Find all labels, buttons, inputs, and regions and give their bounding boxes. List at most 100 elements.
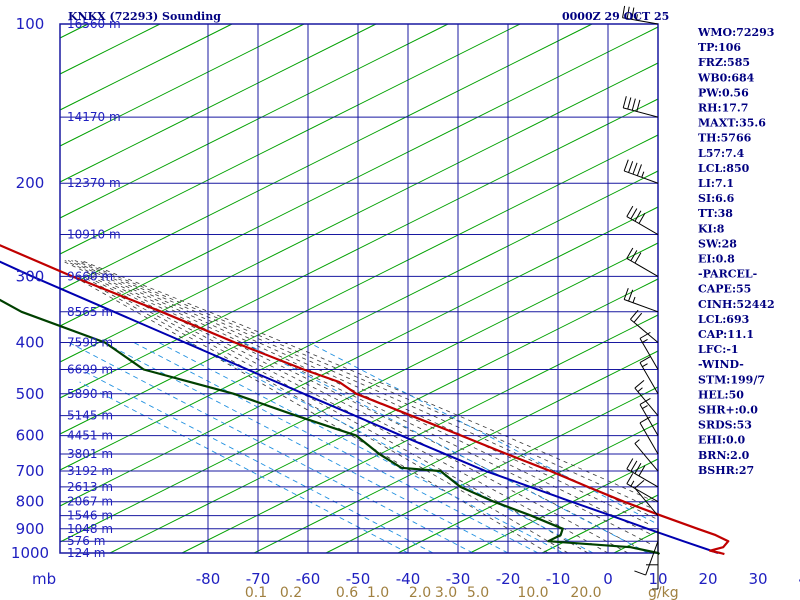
temperature-label: -80: [196, 570, 221, 588]
pressure-label: 900: [16, 520, 45, 538]
mixing-ratio-line: [308, 342, 655, 523]
dry-adiabat: [541, 494, 659, 554]
index-entry: SRDS:53: [698, 419, 752, 432]
wind-barb-flag: [622, 5, 626, 18]
index-entry: CAPE:55: [698, 283, 751, 296]
wind-barb-flag: [626, 458, 634, 470]
wind-barb-flag: [623, 159, 629, 172]
wind-barb: [652, 553, 659, 590]
wind-barb: [622, 5, 659, 25]
temperature-label: -70: [246, 570, 271, 588]
pressure-label: 200: [16, 174, 45, 192]
wind-barb-staff: [634, 443, 659, 472]
moist-adiabat: [86, 276, 609, 554]
wind-barb-flag: [632, 162, 638, 175]
wind-barb-flag: [639, 331, 651, 339]
temperature-label: 30: [748, 570, 767, 588]
height-label: 5890 m: [67, 387, 113, 401]
dry-adiabat: [59, 23, 377, 183]
wind-barb-half-flag: [642, 405, 648, 409]
index-entry: -PARCEL-: [698, 268, 757, 281]
wind-barb-staff: [624, 299, 659, 313]
wind-barb-flag: [631, 98, 636, 111]
height-label: 3192 m: [67, 464, 113, 478]
temperature-label: 40: [798, 570, 800, 588]
height-label: 2067 m: [67, 495, 113, 509]
wind-barb: [626, 247, 659, 277]
wind-barb-flag: [634, 462, 642, 474]
wind-barb-flag: [628, 161, 634, 173]
mixing-ratio-label: 2.0: [409, 585, 431, 600]
height-label: 1048 m: [67, 522, 113, 536]
wind-barb-half-flag: [637, 387, 643, 393]
dry-adiabat: [59, 23, 593, 291]
index-entry: LCL:850: [698, 162, 750, 175]
profiles: [0, 244, 730, 556]
temperature-label: -50: [346, 570, 371, 588]
wind-barb-staff: [639, 362, 659, 395]
index-entry: LI:7.1: [698, 177, 734, 190]
mixing-ratio-line: [79, 381, 409, 554]
index-entry: -WIND-: [698, 358, 744, 371]
index-entry: LCL:693: [698, 313, 749, 326]
wind-barbs: [622, 5, 659, 590]
chart-title: KNKX (72293) Sounding: [68, 10, 221, 23]
temperature-label: -40: [396, 570, 421, 588]
mixing-ratio-label: 0.6: [336, 585, 358, 600]
wind-barb: [626, 205, 659, 235]
moist-adiabat: [64, 260, 650, 544]
wind-barb-flag: [622, 96, 627, 108]
height-label: 3801 m: [67, 447, 113, 461]
index-entry: RH:17.7: [698, 102, 748, 115]
wind-barb-flag: [627, 97, 632, 110]
wind-barb-flag: [630, 208, 638, 220]
wind-barb: [634, 439, 659, 472]
index-entry: L57:7.4: [698, 147, 745, 160]
height-label: 10910 m: [67, 228, 121, 242]
mixing-ratio-unit: g/kg: [648, 585, 679, 600]
wind-barb: [622, 96, 659, 118]
wind-barb-flag: [638, 212, 646, 224]
mixing-ratio-label: 5.0: [467, 585, 489, 600]
wind-barb-half-flag: [642, 363, 648, 368]
wind-barb-staff: [626, 483, 659, 503]
mixing-ratio-line: [80, 369, 434, 554]
wind-barb-flag: [630, 250, 638, 261]
temperature-label: -10: [546, 570, 571, 588]
wind-barb-staff: [626, 257, 659, 277]
wind-barb-staff: [634, 387, 659, 416]
index-entry: LFC:-1: [698, 343, 739, 356]
moist-adiabat: [71, 260, 649, 524]
index-entry: MAXT:35.6: [698, 117, 766, 130]
index-entry: EHI:0.0: [698, 434, 745, 447]
wind-barb-staff: [630, 318, 659, 343]
dewpoint-trace: [0, 298, 661, 555]
wind-barb-staff: [624, 170, 659, 184]
height-label: 2613 m: [67, 480, 113, 494]
temperature-label: 10: [648, 570, 667, 588]
wind-barb-flag: [634, 379, 645, 389]
height-label: 16560 m: [67, 17, 121, 31]
dry-adiabat: [253, 350, 659, 554]
index-entry: SHR+:0.0: [698, 404, 758, 417]
temperature-label: -30: [446, 570, 471, 588]
temperature-label: 0: [603, 570, 613, 588]
indices-panel: WMO:72293 TP:106 FRZ:585 WB0:684 PW:0.56 RH:1…: [697, 26, 775, 477]
wind-barb: [623, 288, 659, 313]
wind-barb-flag: [636, 164, 642, 176]
wind-barb-flag: [634, 210, 642, 222]
dry-adiabat: [59, 23, 161, 75]
wind-barb: [639, 416, 659, 455]
pressure-label: 800: [16, 493, 45, 511]
wind-barb-staff: [645, 541, 659, 576]
index-entry: CAP:11.1: [698, 328, 754, 341]
dry-adiabat: [397, 422, 659, 554]
index-entry: FRZ:585: [698, 56, 750, 69]
pressure-label: 400: [16, 333, 45, 351]
pressure-label: 700: [16, 462, 45, 480]
wind-barb: [634, 379, 659, 416]
wind-barb-half-flag: [635, 14, 638, 21]
dry-adiabat: [59, 23, 449, 219]
wind-barb-flag: [639, 356, 651, 364]
index-entry: SI:6.6: [698, 192, 735, 205]
